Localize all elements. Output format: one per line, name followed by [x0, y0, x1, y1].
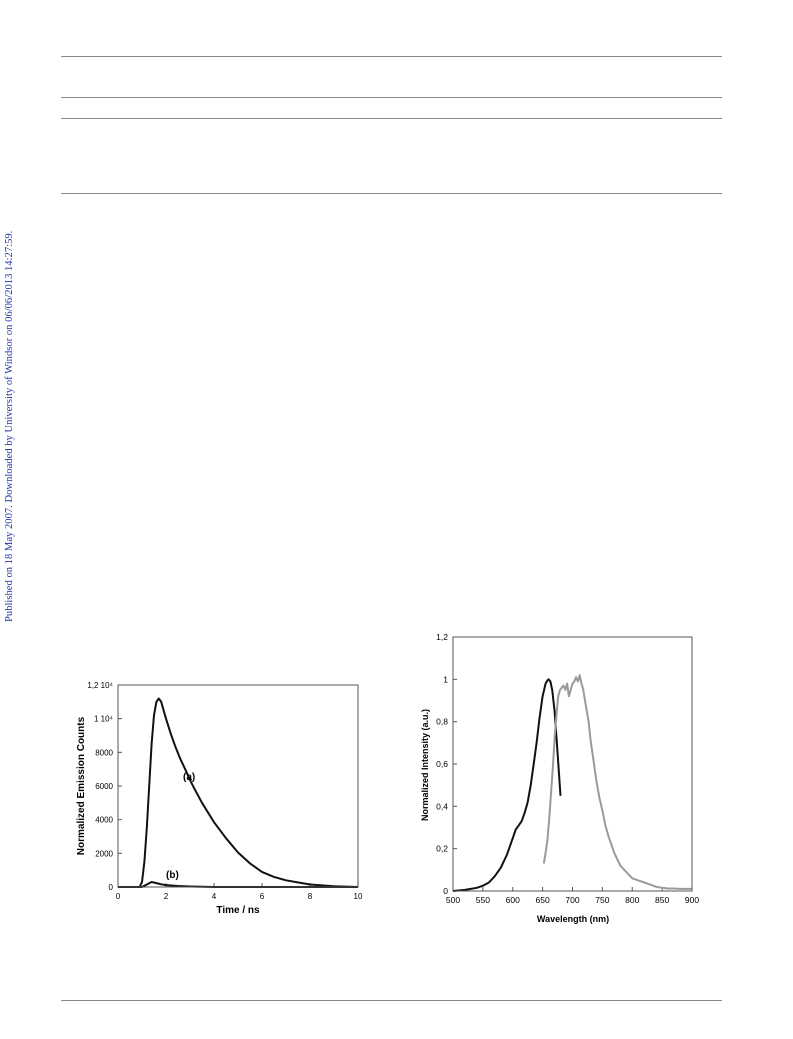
y-tick-label: 1 10⁴ [94, 715, 114, 724]
y-tick-label: 6000 [95, 782, 113, 791]
x-tick-label: 4 [212, 892, 217, 901]
decay-annotation-b: (b) [166, 870, 179, 881]
y-tick-label: 1,2 10⁴ [87, 681, 113, 690]
header-rule-2 [61, 97, 722, 98]
decay-chart-series [118, 697, 359, 888]
y-tick-label: 4000 [95, 816, 113, 825]
x-tick-label: 6 [260, 892, 265, 901]
footer-rule [61, 1000, 722, 1001]
y-tick-label: 0 [109, 883, 114, 892]
series-line-1 [118, 697, 359, 888]
decay-plot-frame [117, 684, 359, 888]
header-rule-4 [61, 193, 722, 194]
x-tick-label: 8 [308, 892, 313, 901]
y-tick-label: 8000 [95, 748, 113, 757]
header-rule-1 [61, 56, 722, 57]
x-tick-label: 0 [116, 892, 121, 901]
decay-chart-ticks: 0 2 4 6 8 10 0 2000 4000 6000 8000 1 10⁴ 1,2 10⁴ [87, 681, 363, 901]
x-tick-label: 10 [354, 892, 363, 901]
x-tick-label: 2 [164, 892, 169, 901]
y-tick-label: 2000 [95, 849, 113, 858]
decay-x-axis-label: Time / ns [216, 905, 260, 916]
header-rule-3 [61, 118, 722, 119]
decay-y-axis-label: Normalized Emission Counts [76, 716, 87, 855]
decay-annotation-a: (a) [183, 772, 195, 783]
